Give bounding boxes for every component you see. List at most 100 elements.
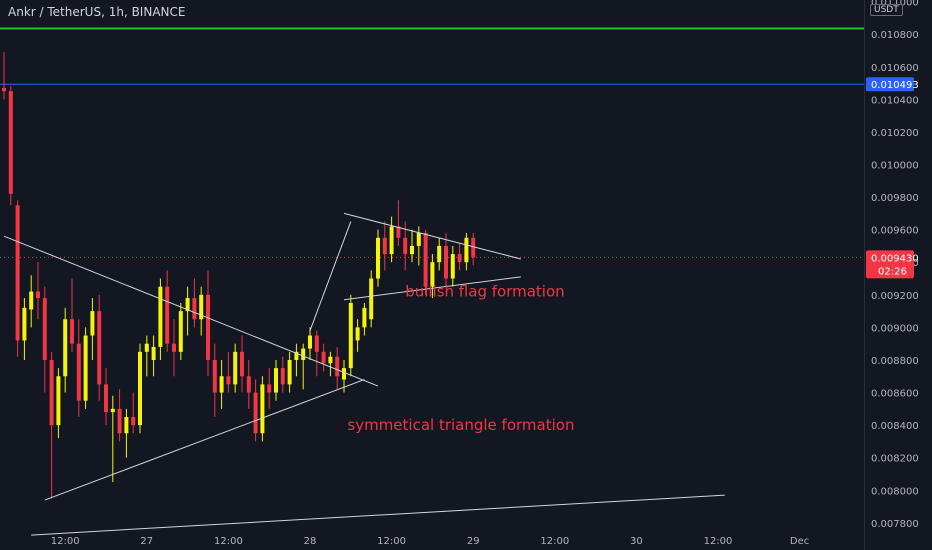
symmetrical-triangle-upper-line[interactable] [3,235,379,387]
time-axis[interactable]: 12:00 27 12:00 28 12:00 29 12:00 30 12:00 Dec [51,536,809,547]
candle [321,343,326,372]
candle [410,229,414,263]
candle-body [15,205,20,341]
candle [362,302,367,336]
candle [233,343,238,393]
candle-body [178,311,183,352]
candle-body [450,254,455,279]
candle-body [158,286,163,347]
candle-body [49,359,54,426]
candle-body [280,368,285,385]
flag-upper-line[interactable] [343,212,521,260]
candle-body [369,278,374,320]
candle [450,245,455,287]
candle [219,359,224,409]
candle-body [8,91,13,194]
candle-body [212,359,217,393]
candle-body [185,298,190,312]
candle [335,346,340,390]
candle-body [403,237,408,255]
candles [2,52,476,499]
candle [104,368,108,426]
candle-body [416,232,421,246]
annotations: bullish flag formation symmetical triangl… [347,282,574,434]
candle-body [206,294,210,360]
candle-body [321,351,326,364]
currency-badge[interactable]: USDT [870,4,903,16]
countdown-text: 02:26 [878,266,907,277]
candle [328,351,333,377]
candle-body [410,245,414,255]
candle [308,327,312,360]
candle [22,298,27,360]
candle [355,319,360,352]
candle-body [226,376,231,385]
candle [172,319,176,377]
candle-body [308,335,312,349]
candle [192,278,197,328]
symmetrical-triangle-lower-line[interactable] [44,379,365,501]
time-tick-label: 12:00 [704,536,733,547]
candle [253,379,258,442]
flag-pole-line[interactable] [309,221,352,331]
price-tick-label: 0.008200 [871,454,919,465]
candle [70,278,74,352]
candle-body [376,237,380,279]
candle-body [437,245,442,263]
candle [206,270,210,377]
candle [42,286,47,393]
candle-body [172,343,176,352]
price-tick-label: 0.010400 [871,95,919,106]
candle [471,232,476,266]
price-tick-label: 0.009800 [871,193,919,204]
candle-body [335,356,340,377]
time-tick-label: 12:00 [214,536,243,547]
candle [76,319,81,417]
annotation-text[interactable]: bullish flag formation [405,282,564,300]
candle [423,229,428,295]
candle [396,200,401,246]
flag-lower-line[interactable] [343,276,521,301]
candle-body [165,286,170,344]
candle [348,294,353,377]
candle [376,229,380,287]
candle [185,286,190,336]
price-tick-label: 0.010600 [871,63,919,74]
candle-body [192,298,197,320]
candle [457,242,462,271]
candle [260,376,265,442]
candle [110,395,115,483]
candle-body [274,368,278,393]
candle-body [199,294,204,320]
current-price-text: 0.009430 [871,253,919,264]
annotation-text[interactable]: symmetical triangle formation [347,416,574,434]
current-price-badge [866,250,914,279]
candle [246,359,251,409]
candle-body [267,384,272,393]
candle-body [389,226,394,255]
blue-level-badge-text: 0.010493 [871,80,919,91]
candle [287,351,292,393]
candle-body [246,376,251,393]
price-tick-label: 0.010000 [871,161,919,172]
candle [83,327,88,409]
candle-body [83,335,88,401]
candle-body [36,291,40,299]
candle [430,254,435,299]
candle [314,330,319,377]
long-support-line[interactable] [31,494,725,536]
candle [369,270,374,328]
price-badges: 0.010493 0.009430 02:26 [866,77,919,279]
time-tick-label: 28 [304,536,317,547]
candle [144,335,149,377]
candle [301,343,306,390]
candle-body [314,335,319,352]
candle [226,351,231,393]
price-tick-label: 0.009200 [871,291,919,302]
candle-body [90,311,95,336]
candle-body [131,416,136,426]
price-tick-label: 0.007800 [871,519,919,530]
blue-level-badge [866,77,914,92]
time-tick-label: 27 [140,536,153,547]
time-tick-label: Dec [790,536,809,547]
